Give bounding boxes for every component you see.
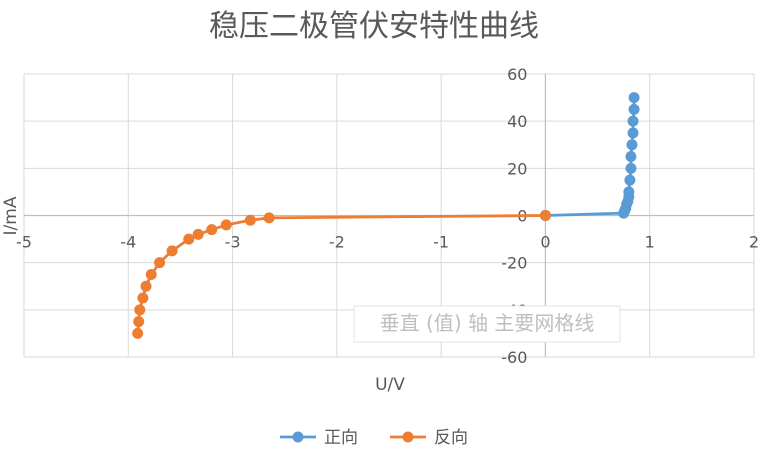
data-point [624, 175, 635, 186]
watermark: 垂直 (值) 轴 主要网格线 [354, 306, 620, 342]
series-line [545, 98, 634, 216]
legend-marker [293, 432, 304, 443]
data-point [628, 127, 639, 138]
watermark-text: 垂直 (值) 轴 主要网格线 [380, 311, 595, 335]
data-point [221, 219, 232, 230]
legend-label: 反向 [434, 428, 468, 448]
y-axis-title: I/mA [1, 196, 21, 235]
x-tick-label: -4 [120, 233, 136, 252]
data-point [133, 316, 144, 327]
data-point [193, 229, 204, 240]
y-tick-label: -60 [501, 348, 527, 367]
x-axis-title: U/V [375, 375, 405, 395]
x-tick-label: 0 [540, 233, 550, 252]
data-point [540, 210, 551, 221]
data-point [264, 212, 275, 223]
data-point [628, 116, 639, 127]
data-point [623, 186, 634, 197]
data-point [132, 328, 143, 339]
data-point [626, 139, 637, 150]
data-point [146, 269, 157, 280]
x-tick-label: 2 [749, 233, 758, 252]
data-point [137, 293, 148, 304]
legend-marker [403, 432, 414, 443]
data-point [625, 163, 636, 174]
data-point [206, 224, 217, 235]
legend: 正向 反向 [280, 428, 468, 448]
data-point [141, 281, 152, 292]
data-point [629, 104, 640, 115]
data-point [134, 304, 145, 315]
data-point [154, 257, 165, 268]
legend-label: 正向 [324, 428, 358, 448]
y-tick-label: 20 [507, 159, 527, 178]
legend-item: 反向 [390, 428, 468, 448]
x-tick-label: -1 [433, 233, 449, 252]
data-point [183, 234, 194, 245]
legend-item: 正向 [280, 428, 358, 448]
data-point [629, 92, 640, 103]
data-point [167, 245, 178, 256]
y-tick-label: 60 [507, 65, 527, 84]
data-point [625, 151, 636, 162]
data-point [245, 215, 256, 226]
y-tick-label: -20 [501, 254, 527, 273]
x-tick-label: -2 [329, 233, 345, 252]
y-tick-label: 40 [507, 112, 527, 131]
series-forward [540, 92, 640, 221]
chart-title: 稳压二极管伏安特性曲线 [209, 9, 539, 44]
x-tick-label: 1 [645, 233, 655, 252]
x-tick-label: -3 [225, 233, 241, 252]
